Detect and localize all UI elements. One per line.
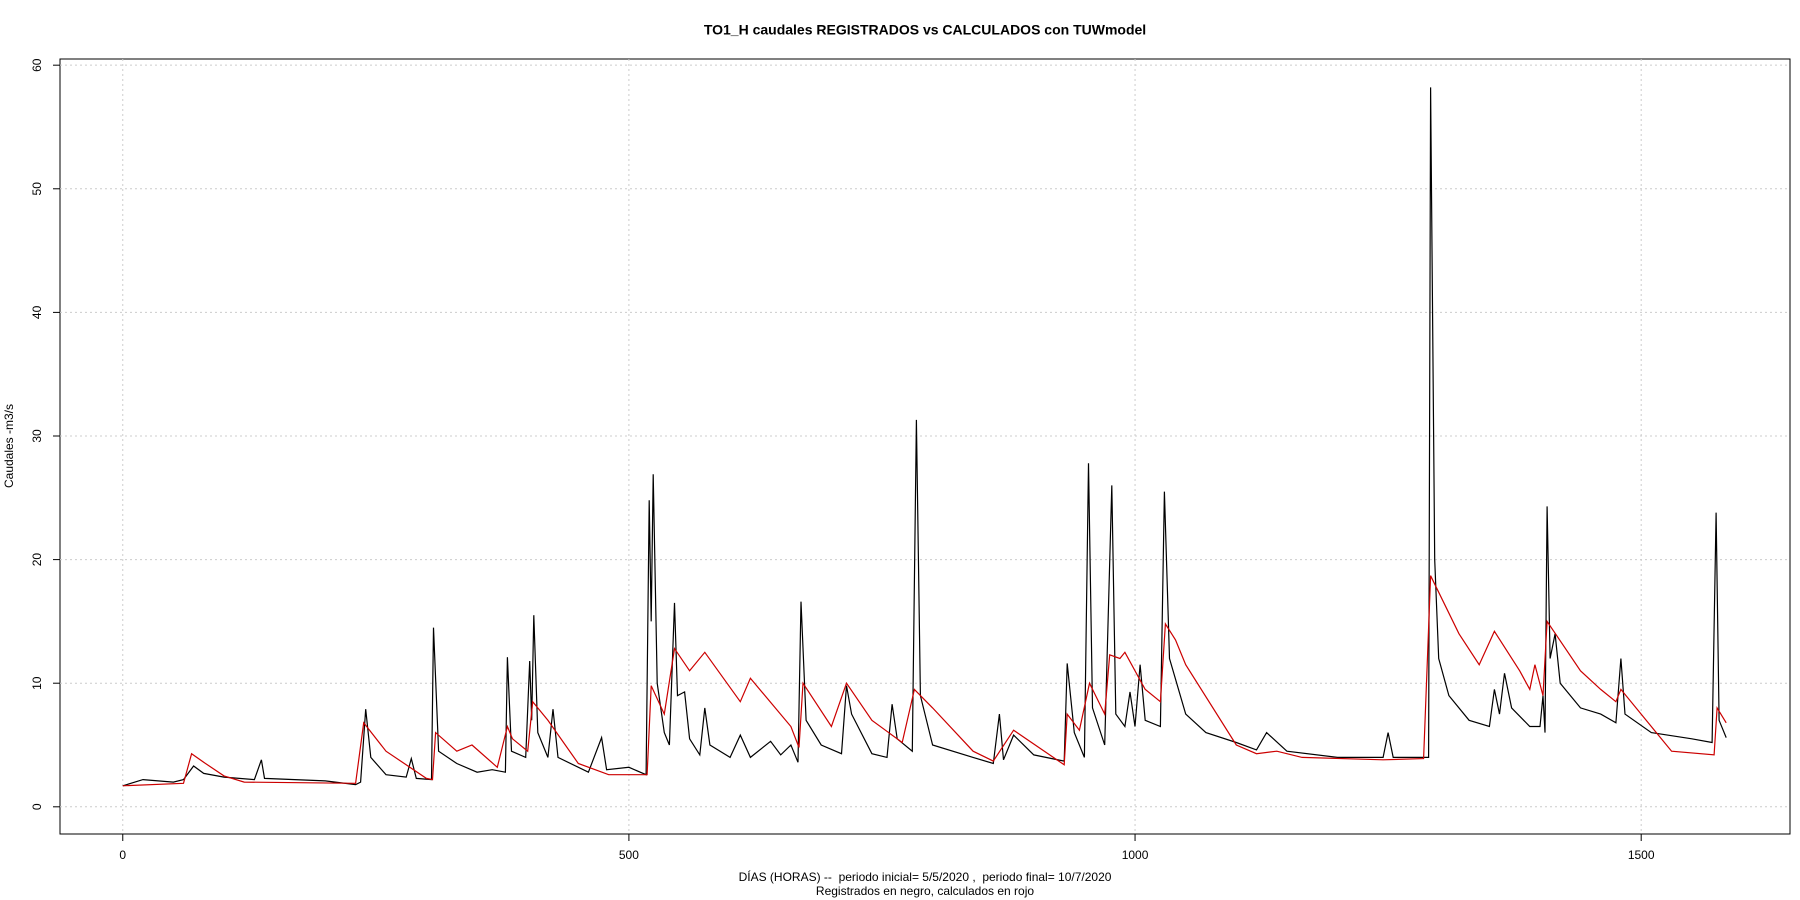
series-line [122, 575, 1727, 787]
y-axis-label: Caudales -m3/s [2, 404, 16, 488]
y-tick-label: 0 [30, 803, 44, 810]
y-tick-label: 30 [30, 429, 44, 443]
y-tick-label: 40 [30, 305, 44, 319]
plot-box [59, 58, 1791, 835]
x-tick-label: 1000 [1122, 848, 1149, 862]
series-line [122, 87, 1727, 787]
x-tick-label: 1500 [1628, 848, 1655, 862]
chart-title: TO1_H caudales REGISTRADOS vs CALCULADOS… [704, 22, 1146, 38]
y-tick-label: 10 [30, 676, 44, 690]
subtitle: Registrados en negro, calculados en rojo [816, 884, 1034, 898]
x-tick-label: 500 [619, 848, 639, 862]
y-tick-label: 20 [30, 553, 44, 567]
x-tick-label: 0 [119, 848, 126, 862]
x-axis-label: DÍAS (HORAS) -- periodo inicial= 5/5/202… [739, 869, 1112, 884]
y-tick-label: 60 [30, 58, 44, 72]
y-tick-label: 50 [30, 182, 44, 196]
